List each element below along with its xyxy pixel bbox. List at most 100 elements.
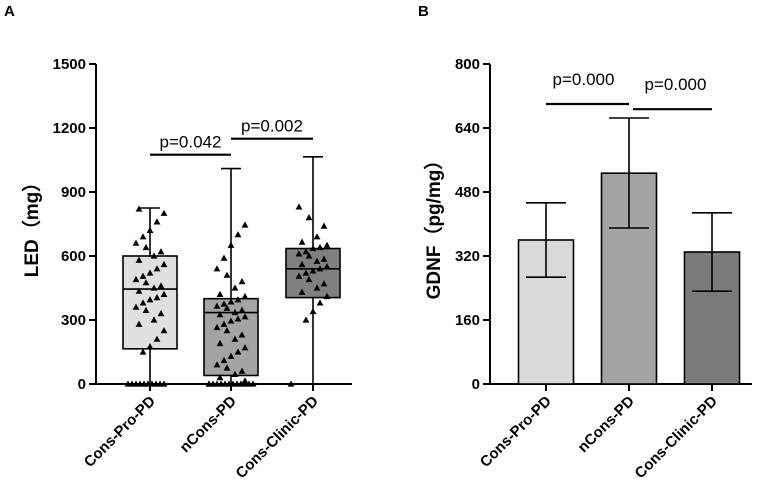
- panel-a-data-point: [309, 244, 317, 252]
- panel-a-data-point: [150, 284, 158, 291]
- panel-a-data-point: [213, 361, 221, 368]
- panel-a-data-point: [150, 252, 158, 259]
- panel-a-p-value: p=0.042: [160, 133, 222, 152]
- panel-a-data-point: [231, 335, 239, 342]
- panel-b-x-tick-label: Cons-Clinic-PD: [632, 393, 721, 482]
- panel-a-data-point: [234, 315, 242, 322]
- panel-a-data-point: [241, 221, 249, 228]
- panel-a-data-point: [146, 343, 154, 350]
- panel-a-boxplot: LED（mg） 0 300 600 900 1200 1500 Cons-Pro-PD nC…: [20, 56, 352, 482]
- panel-a-data-point: [298, 288, 306, 295]
- panel-b-y-axis-label: GDNF（pg/mg）: [422, 151, 445, 300]
- panel-a-data-point: [313, 233, 321, 240]
- panel-a-data-point: [132, 239, 140, 246]
- panel-a-data-point: [160, 380, 168, 387]
- panel-a-data-point: [238, 306, 246, 313]
- panel-a-data-point: [223, 304, 231, 311]
- panel-a-y-tick-label: 1500: [53, 56, 86, 73]
- panel-a-y-axis: 0 300 600 900 1200 1500: [53, 56, 97, 393]
- panel-b-letter: B: [418, 3, 429, 20]
- panel-a-data-point: [139, 233, 147, 240]
- panel-a-data-point: [241, 292, 249, 300]
- panel-a-y-tick-label: 600: [61, 248, 86, 265]
- panel-a-data-point: [323, 263, 331, 270]
- panel-a-data-point: [157, 248, 165, 255]
- panel-a-data-point: [313, 257, 321, 264]
- panel-a-marks: p=0.042 p=0.002: [122, 117, 341, 387]
- panel-a-data-point: [216, 290, 224, 297]
- panel-a-data-point: [153, 218, 161, 225]
- panel-a-data-point: [153, 294, 161, 301]
- panel-a-data-point: [142, 279, 150, 286]
- panel-a-data-point: [238, 331, 246, 338]
- panel-b-x-tick-label: Cons-Pro-PD: [477, 393, 555, 471]
- panel-a-data-point: [223, 364, 231, 371]
- panel-a-data-point: [213, 323, 221, 331]
- panel-a-data-point: [238, 278, 246, 285]
- panel-a-data-point: [157, 310, 165, 317]
- panel-a-data-point: [160, 260, 168, 268]
- panel-a-data-point: [139, 348, 147, 355]
- panel-a-data-point: [157, 282, 165, 289]
- panel-a-p-value: p=0.002: [241, 117, 303, 136]
- panel-a-data-point: [305, 252, 313, 259]
- panel-a-x-tick-label: nCons-PD: [177, 393, 240, 456]
- panel-a-data-point: [150, 316, 158, 323]
- panel-a-y-tick-label: 1200: [53, 120, 86, 137]
- panel-a-box: [122, 255, 178, 350]
- panel-a-data-point: [320, 280, 328, 287]
- panel-a-data-point: [142, 243, 150, 251]
- panel-a-data-point: [309, 307, 317, 315]
- panel-a-data-point: [146, 269, 154, 276]
- panel-a-data-point: [298, 260, 306, 268]
- panel-a-x-tick-label: Cons-Clinic-PD: [233, 393, 322, 482]
- panel-a-data-point: [323, 292, 331, 300]
- panel-a-data-point: [216, 311, 224, 318]
- panel-a-data-point: [316, 243, 324, 251]
- panel-a-data-point: [295, 272, 303, 279]
- panel-a-data-point: [135, 287, 143, 294]
- panel-b-y-tick-label: 320: [455, 248, 480, 265]
- panel-a-data-point: [132, 303, 140, 310]
- panel-b-p-value: p=0.000: [645, 75, 707, 94]
- panel-a-data-point: [227, 241, 235, 248]
- panel-a-data-point: [213, 265, 221, 272]
- panel-a-data-point: [320, 255, 328, 262]
- panel-a-data-point: [320, 222, 328, 229]
- panel-a-data-point: [238, 367, 246, 374]
- panel-a-data-point: [135, 320, 143, 327]
- panel-a-y-tick-label: 300: [61, 312, 86, 329]
- panel-a-data-point: [139, 272, 147, 279]
- panel-a-data-point: [234, 231, 242, 238]
- panel-b-y-tick-label: 160: [455, 312, 480, 329]
- panel-a-y-axis-label: LED（mg）: [20, 173, 43, 278]
- panel-a-data-point: [234, 296, 242, 303]
- panel-a-data-point: [231, 370, 239, 377]
- panel-a-data-point: [295, 203, 303, 210]
- panel-a-data-point: [231, 308, 239, 316]
- panel-a-x-tick-label: Cons-Pro-PD: [81, 393, 159, 471]
- panel-a-data-point: [142, 306, 150, 313]
- panel-a-data-point: [160, 209, 168, 216]
- panel-a-data-point: [153, 335, 161, 342]
- panel-a-data-point: [231, 284, 239, 291]
- panel-a-data-point: [227, 298, 235, 305]
- panel-a-data-point: [302, 316, 310, 323]
- panel-b-y-tick-label: 480: [455, 184, 480, 201]
- panel-a-y-tick-label: 900: [61, 184, 86, 201]
- panel-a-data-point: [223, 327, 231, 334]
- panel-a-data-point: [302, 269, 310, 276]
- panel-a-data-point: [220, 300, 228, 307]
- panel-b-y-tick-label: 800: [455, 56, 480, 73]
- panel-a-data-point: [205, 380, 213, 387]
- panel-a-data-point: [223, 271, 231, 278]
- panel-a-data-point: [153, 265, 161, 272]
- panel-a-data-point: [241, 377, 249, 384]
- panel-a-data-point: [313, 284, 321, 291]
- panel-a-data-point: [139, 299, 147, 306]
- panel-a-data-point: [135, 256, 143, 263]
- panel-b-p-value: p=0.000: [553, 70, 615, 89]
- panel-b-y-tick-label: 640: [455, 120, 480, 137]
